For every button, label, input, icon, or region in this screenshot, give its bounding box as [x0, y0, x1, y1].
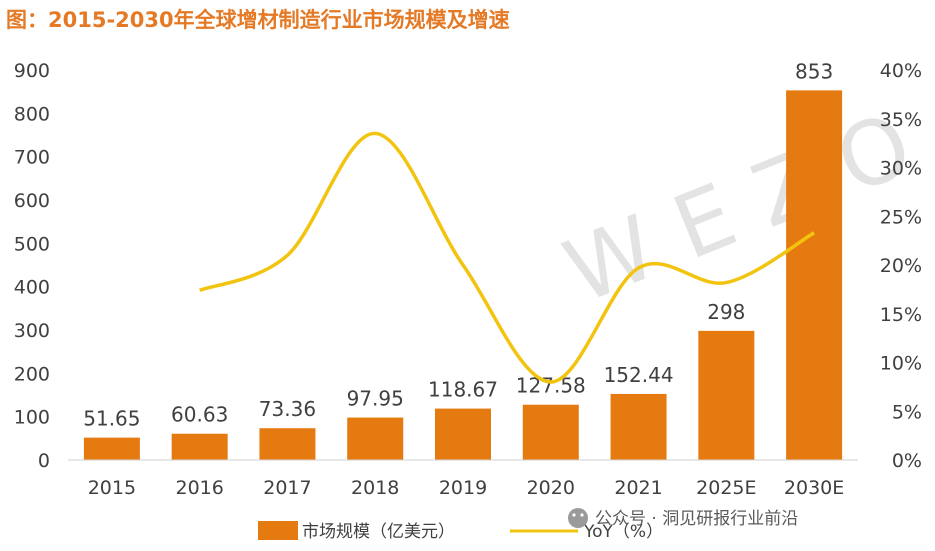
source-text: 公众号 · 洞见研报行业前沿 — [595, 509, 798, 529]
bar-label-2030E: 853 — [795, 59, 833, 83]
right-axis-tick-0%: 0% — [892, 450, 922, 472]
left-axis-tick-900: 900 — [14, 60, 50, 82]
left-axis-tick-600: 600 — [14, 190, 50, 212]
x-tick-2030E: 2030E — [784, 477, 844, 499]
yoy-line-series — [199, 131, 815, 384]
right-axis-tick-25%: 25% — [880, 206, 922, 228]
bar-2025E — [698, 330, 755, 460]
x-tick-2017: 2017 — [263, 477, 311, 499]
source-caption: 公众号 · 洞见研报行业前沿 — [568, 508, 798, 529]
left-axis-tick-200: 200 — [14, 363, 50, 385]
legend-bar-swatch — [258, 521, 298, 540]
left-axis-tick-300: 300 — [14, 320, 50, 342]
yoy-line — [199, 131, 815, 384]
legend-bar-label: 市场规模（亿美元） — [302, 522, 455, 542]
x-tick-2020: 2020 — [527, 477, 575, 499]
bar-2021 — [610, 393, 667, 460]
bar-2020 — [522, 404, 579, 460]
right-axis-tick-15%: 15% — [880, 304, 922, 326]
bar-series — [83, 90, 843, 460]
left-axis-tick-400: 400 — [14, 277, 50, 299]
bar-2015 — [83, 437, 140, 460]
left-axis-tick-0: 0 — [38, 450, 50, 472]
right-axis-tick-5%: 5% — [892, 401, 922, 423]
bar-label-2019: 118.67 — [428, 378, 498, 402]
left-axis-tick-700: 700 — [14, 147, 50, 169]
right-axis-tick-35%: 35% — [880, 109, 922, 131]
right-axis-ticks: 0% 5% 10% 15% 20% 25% 30% 35% 40% — [880, 60, 922, 472]
right-axis-tick-10%: 10% — [880, 353, 922, 375]
bar-2019 — [435, 408, 491, 460]
bar-label-2017: 73.36 — [259, 397, 316, 421]
x-tick-2019: 2019 — [439, 477, 487, 499]
left-axis-tick-100: 100 — [14, 407, 50, 429]
x-tick-2025E: 2025E — [696, 477, 756, 499]
right-axis-tick-40%: 40% — [880, 60, 922, 82]
wechat-icon — [568, 508, 588, 528]
watermark: WEZO — [551, 81, 935, 323]
bar-label-2021: 152.44 — [604, 363, 674, 387]
bar-label-2025E: 298 — [707, 300, 745, 324]
x-tick-2021: 2021 — [614, 477, 662, 499]
bar-label-2015: 51.65 — [83, 407, 140, 431]
right-axis-tick-20%: 20% — [880, 255, 922, 277]
left-axis-tick-500: 500 — [14, 233, 50, 255]
x-tick-2018: 2018 — [351, 477, 399, 499]
bar-data-labels: 51.65 60.63 73.36 97.95 118.67 127.58 152.44 29… — [83, 59, 833, 430]
legend-line-label: YoY（%） — [583, 522, 663, 542]
legend: 市场规模（亿美元） YoY（%） — [258, 521, 663, 542]
bar-2030E — [786, 90, 843, 460]
bar-label-2020: 127.58 — [516, 374, 586, 398]
chart-title: 图：2015-2030年全球增材制造行业市场规模及增速 — [6, 8, 510, 32]
right-axis-tick-30%: 30% — [880, 158, 922, 180]
bar-label-2018: 97.95 — [347, 387, 404, 411]
bar-2018 — [347, 417, 404, 460]
bar-2016 — [171, 433, 228, 460]
bar-2017 — [259, 428, 316, 460]
left-axis-ticks: 0 100 200 300 400 500 600 700 800 900 — [14, 60, 50, 472]
x-tick-2016: 2016 — [175, 477, 223, 499]
left-axis-tick-800: 800 — [14, 103, 50, 125]
x-tick-2015: 2015 — [88, 477, 136, 499]
bar-label-2016: 60.63 — [171, 403, 228, 427]
x-axis-ticks: 2015 2016 2017 2018 2019 2020 2021 2025E 2030E — [88, 477, 845, 499]
